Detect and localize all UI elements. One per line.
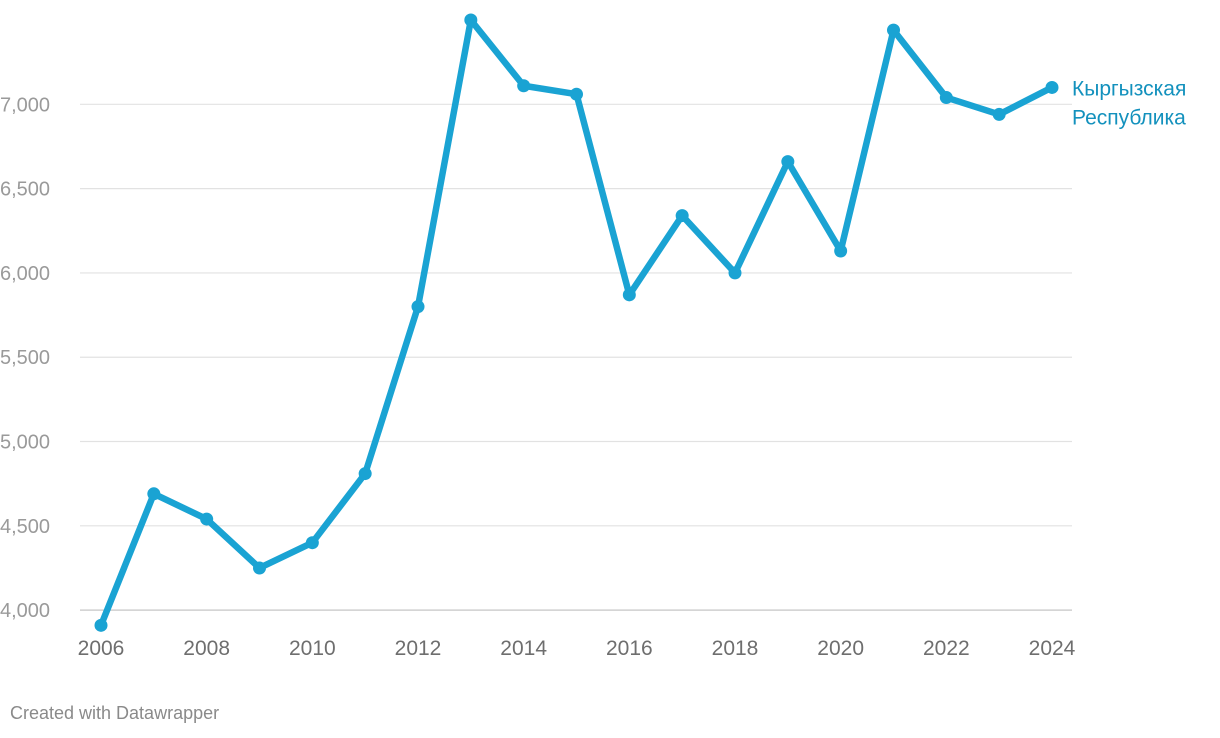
y-tick-label: 6,500 [0, 179, 50, 201]
x-tick-label: 2016 [606, 637, 653, 660]
x-tick-label: 2014 [500, 637, 547, 660]
data-point [728, 266, 742, 280]
data-point [887, 23, 900, 37]
data-point [200, 512, 214, 526]
chart-area: 4,000 4,500 5,000 5,500 6,000 6,500 7,000 2006… [0, 13, 1186, 660]
x-tick-label: 2020 [817, 637, 864, 660]
x-tick-label: 2008 [183, 637, 230, 660]
x-tick-label: 2010 [289, 637, 336, 660]
data-point [411, 300, 425, 314]
x-tick-label: 2012 [395, 637, 442, 660]
data-point [675, 209, 689, 223]
data-point [781, 155, 795, 169]
data-point [992, 107, 1006, 121]
y-tick-label: 4,000 [0, 600, 50, 622]
gridlines [80, 103, 1072, 611]
credit-text: Created with Datawrapper [10, 703, 220, 723]
data-point [358, 467, 372, 481]
data-point [834, 244, 848, 258]
y-tick-label: 5,000 [0, 432, 50, 454]
data-point [622, 288, 636, 302]
series-label-line: Республика [1072, 106, 1186, 129]
data-point [939, 91, 953, 105]
y-tick-label: 6,000 [0, 263, 50, 285]
y-tick-label: 7,000 [0, 94, 50, 116]
series-line [97, 16, 1056, 629]
y-axis-ticks: 4,000 4,500 5,000 5,500 6,000 6,500 7,000 [0, 94, 50, 622]
y-tick-label: 5,500 [0, 347, 50, 369]
y-tick-label: 4,500 [0, 516, 50, 538]
data-point [570, 87, 583, 101]
data-point [517, 79, 531, 93]
data-point [253, 561, 266, 575]
data-point [464, 13, 478, 27]
x-tick-label: 2006 [78, 637, 125, 660]
series-group [94, 13, 1059, 632]
data-point [305, 536, 319, 550]
data-point [1045, 80, 1059, 94]
x-axis-ticks: 2006 2008 2010 2012 2014 2016 2018 2020 2022 2024 [78, 637, 1076, 660]
line-chart: 4,000 4,500 5,000 5,500 6,000 6,500 7,000 2006… [0, 13, 1186, 660]
x-tick-label: 2024 [1029, 637, 1076, 660]
data-point [94, 618, 108, 632]
series-label-group: Кыргызская Республика [1072, 77, 1186, 129]
x-tick-label: 2022 [923, 637, 970, 660]
series-label-line: Кыргызская [1072, 77, 1186, 100]
data-point [147, 487, 161, 501]
x-tick-label: 2018 [712, 637, 759, 660]
